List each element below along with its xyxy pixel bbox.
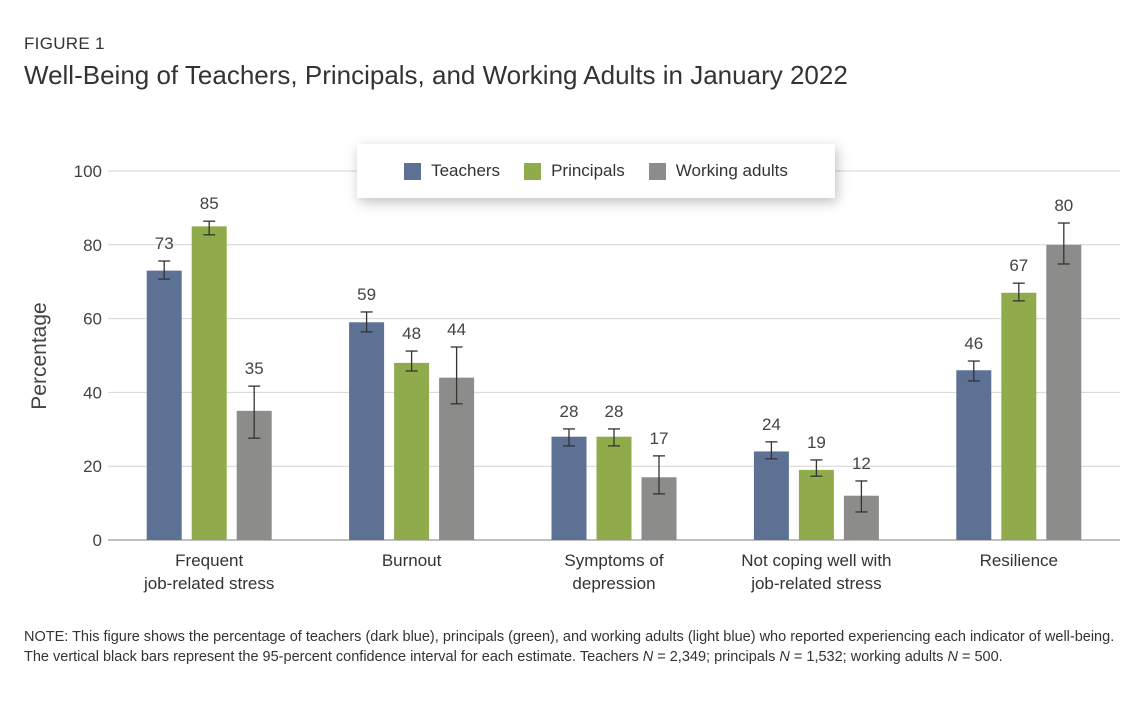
bar-principals xyxy=(191,226,227,540)
y-tick-label: 20 xyxy=(83,457,102,476)
data-label: 12 xyxy=(852,454,871,473)
data-label: 19 xyxy=(807,433,826,452)
legend-swatch-principals xyxy=(524,162,542,180)
x-tick-label: depression xyxy=(572,574,655,593)
data-label: 44 xyxy=(447,320,466,339)
note-n: N xyxy=(779,649,790,665)
bar-working-adults xyxy=(1046,244,1082,541)
note-text: = 1,532; working adults xyxy=(789,649,948,665)
data-label: 73 xyxy=(155,234,174,253)
data-label: 17 xyxy=(650,429,669,448)
data-label: 24 xyxy=(762,415,781,434)
note-text: = 500. xyxy=(957,649,1003,665)
y-tick-label: 100 xyxy=(74,162,102,181)
y-tick-label: 0 xyxy=(93,531,102,550)
data-label: 28 xyxy=(560,402,579,421)
x-tick-label: job-related stress xyxy=(750,574,881,593)
x-tick-label: Resilience xyxy=(980,551,1058,570)
y-axis-label: Percentage xyxy=(28,302,51,409)
note-text: NOTE: This figure shows the percentage o… xyxy=(24,629,1115,665)
x-tick-label: Frequent xyxy=(175,551,243,570)
bar-principals xyxy=(1001,292,1037,540)
data-label: 28 xyxy=(605,402,624,421)
bar-teachers xyxy=(349,322,385,540)
y-tick-label: 80 xyxy=(83,236,102,255)
x-tick-label: Symptoms of xyxy=(564,551,663,570)
bar-working-adults xyxy=(439,377,475,540)
y-tick-label: 40 xyxy=(83,383,102,402)
data-label: 59 xyxy=(357,285,376,304)
figure-note: NOTE: This figure shows the percentage o… xyxy=(24,627,1124,667)
bar-teachers xyxy=(753,451,789,540)
legend-item-principals: Principals xyxy=(524,161,625,181)
bar-principals xyxy=(596,436,632,540)
data-label: 80 xyxy=(1054,196,1073,215)
bar-teachers xyxy=(956,370,992,540)
bar-principals xyxy=(394,362,430,540)
data-label: 67 xyxy=(1009,256,1028,275)
x-tick-label: job-related stress xyxy=(143,574,274,593)
bar-teachers xyxy=(551,436,587,540)
bar-principals xyxy=(798,469,834,540)
legend-swatch-teachers xyxy=(404,162,422,180)
figure-label: FIGURE 1 xyxy=(24,34,105,53)
legend-item-teachers: Teachers xyxy=(404,161,500,181)
y-tick-label: 60 xyxy=(83,310,102,329)
legend-label: Working adults xyxy=(675,161,788,180)
note-text: = 2,349; principals xyxy=(653,649,780,665)
data-label: 35 xyxy=(245,359,264,378)
data-label: 46 xyxy=(964,334,983,353)
note-n: N xyxy=(642,649,654,665)
legend-item-working-adults: Working adults xyxy=(648,161,788,181)
x-tick-label: Not coping well with xyxy=(741,551,891,570)
bar-chart: 0 20 40 60 80 100 Percentage Frequent job-relate… xyxy=(28,162,1120,593)
legend-label: Principals xyxy=(551,161,625,180)
data-label: 85 xyxy=(200,194,219,213)
legend: Teachers Principals Working adults xyxy=(357,144,835,198)
legend-label: Teachers xyxy=(431,161,501,180)
data-label: 48 xyxy=(402,324,421,343)
legend-swatch-working-adults xyxy=(648,162,666,180)
x-tick-label: Burnout xyxy=(382,551,442,570)
bar-teachers xyxy=(146,270,182,540)
note-n: N xyxy=(947,649,958,665)
chart-title: Well-Being of Teachers, Principals, and … xyxy=(24,60,848,90)
